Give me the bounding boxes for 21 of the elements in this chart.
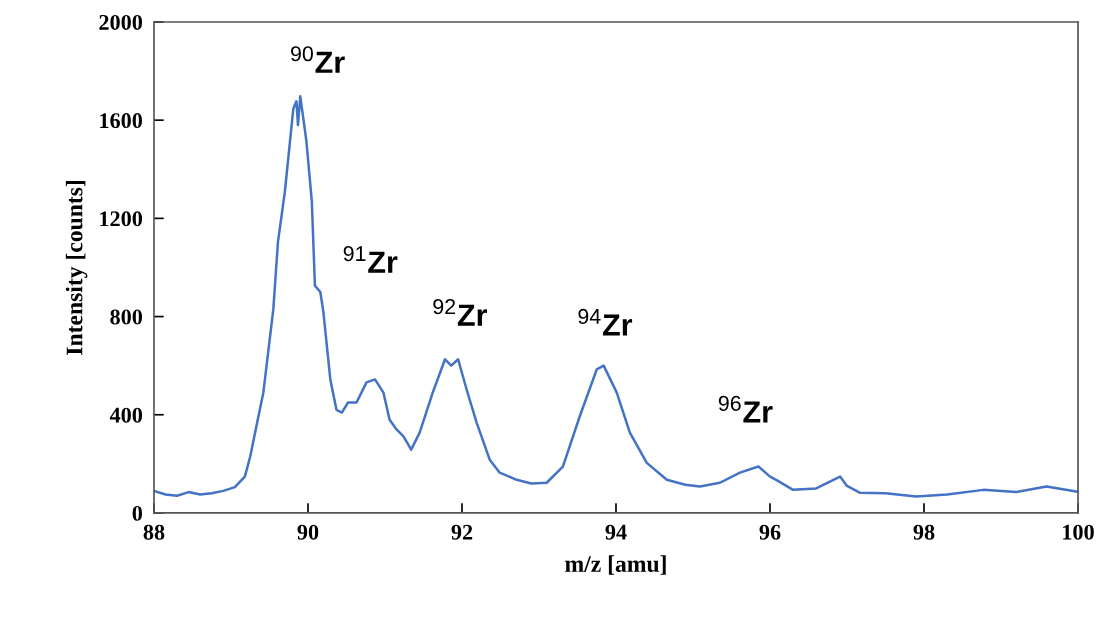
x-tick-label: 100 <box>1063 524 1094 540</box>
y-tick-label: 0 <box>132 505 143 521</box>
x-tick-label: 96 <box>759 524 781 540</box>
x-axis-title: m/z [amu] <box>565 555 666 575</box>
x-tick-label: 90 <box>297 524 319 540</box>
annotation: $^{96}$Zr <box>718 395 773 423</box>
x-tick-label: 88 <box>143 524 165 540</box>
y-tick-label: 1600 <box>100 113 143 129</box>
y-axis-title: Intensity [counts] <box>65 181 88 355</box>
line-series <box>153 95 1078 498</box>
x-tick-label: 98 <box>913 524 935 540</box>
y-tick-label: 1200 <box>100 211 143 227</box>
y-tick-label: 400 <box>109 407 143 423</box>
x-tick-label: 94 <box>605 524 627 540</box>
annotation: $^{91}$Zr <box>343 246 398 273</box>
annotation: $^{92}$Zr <box>433 299 488 326</box>
y-tick-label: 800 <box>110 309 143 325</box>
annotation: $^{94}$Zr <box>578 308 633 336</box>
annotation: $^{90}$Zr <box>291 46 345 73</box>
y-tick-label: 2000 <box>99 14 143 30</box>
x-tick-label: 92 <box>451 524 473 540</box>
